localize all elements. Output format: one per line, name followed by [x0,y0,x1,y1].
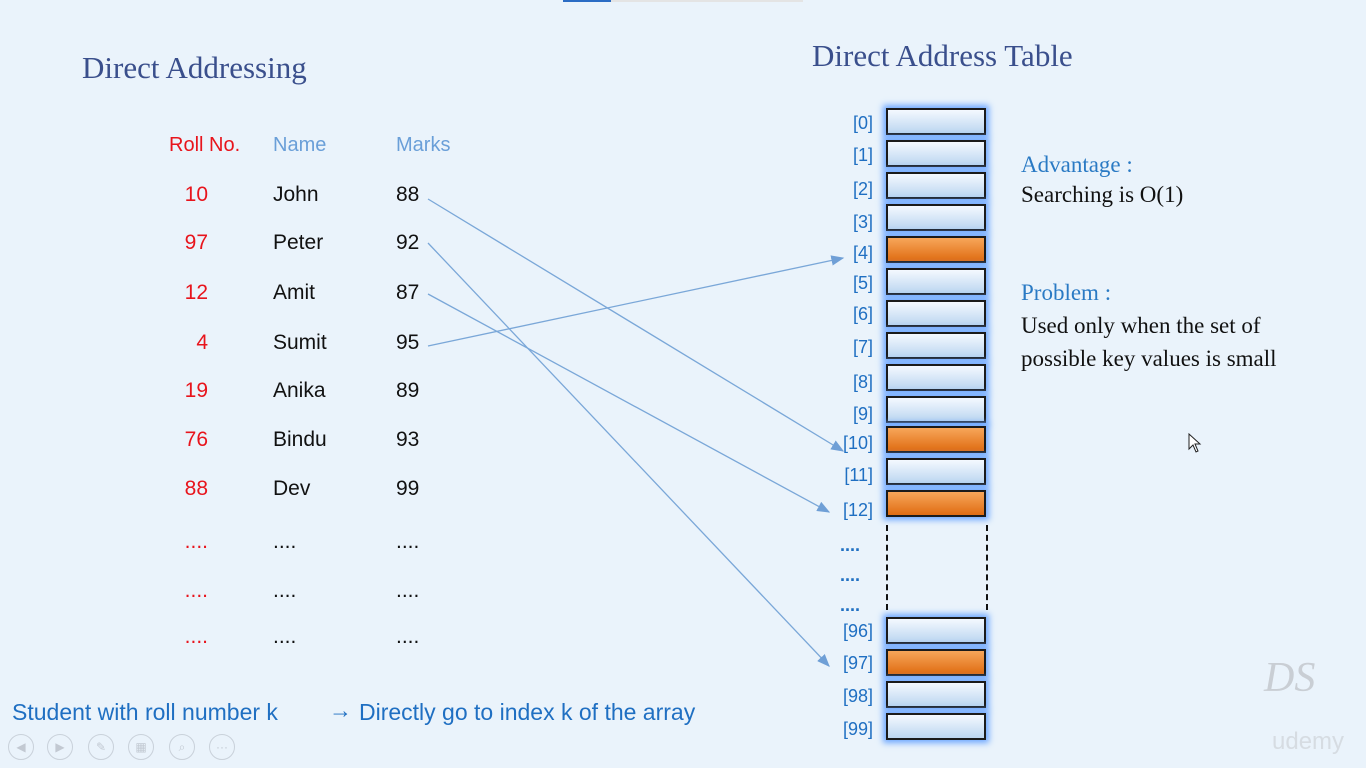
empty-slot [886,396,986,423]
marks-cell: 87 [396,281,420,304]
arrow-97 [427,242,830,667]
empty-slot [886,617,986,644]
header-name: Name [273,134,327,156]
name-cell: Peter [273,231,324,254]
header-marks: Marks [396,134,451,156]
empty-slot [886,204,986,231]
name-cell: .... [273,530,297,553]
footer-left: Student with roll number k [12,699,278,725]
previous-icon[interactable]: ◀ [8,734,34,760]
index-label: [3] [852,212,873,232]
index-label: [2] [852,179,873,199]
index-label: [11] [844,465,873,485]
roll-cell: 19 [184,379,208,402]
left-title: Direct Addressing [82,50,307,85]
index-label: .... [840,595,861,615]
index-label: [97] [842,653,873,673]
advantage-heading: Advantage : [1021,152,1133,177]
header-roll: Roll No. [169,134,241,156]
pen-icon[interactable]: ✎ [88,734,114,760]
marks-cell: 99 [396,477,420,500]
advantage-text: Searching is O(1) [1021,182,1184,207]
filled-slot [886,236,986,263]
udemy-logo: udemy [1272,728,1345,755]
roll-cell: .... [184,579,208,602]
index-label: [7] [852,337,873,357]
arrow-12 [427,293,831,513]
name-cell: John [273,183,319,206]
name-cell: Anika [273,379,326,402]
index-label: [98] [842,686,873,706]
roll-cell: 88 [184,477,208,500]
mouse-cursor-icon [1188,433,1202,453]
index-label: [12] [842,500,873,520]
arrow-10 [427,198,845,452]
footer-right: Directly go to index k of the array [359,699,696,725]
index-label: [4] [852,243,873,263]
more-icon[interactable]: ··· [209,734,235,760]
empty-slot [886,268,986,295]
index-label: [0] [852,113,873,133]
filled-slot [886,649,986,676]
gap-dash-right [986,525,988,610]
roll-cell: 12 [184,281,208,304]
empty-slot [886,172,986,199]
empty-slot [886,300,986,327]
index-label: .... [840,565,861,585]
roll-cell: 97 [184,231,208,254]
roll-cell: .... [184,530,208,553]
roll-cell: 76 [184,428,208,451]
name-cell: Dev [273,477,311,500]
right-title: Direct Address Table [812,38,1073,73]
empty-slot [886,140,986,167]
slides-icon[interactable]: ▦ [128,734,154,760]
name-cell: .... [273,579,297,602]
empty-slot [886,681,986,708]
roll-cell: .... [184,625,208,648]
problem-line-1: Used only when the set of [1021,313,1261,338]
next-icon[interactable]: ▶ [47,734,73,760]
index-label: [8] [852,372,873,392]
roll-cell: 4 [196,331,208,354]
filled-slot [886,426,986,453]
index-label: [6] [852,304,873,324]
marks-cell: 92 [396,231,420,254]
index-label: [5] [852,273,873,293]
gap-dash-left [886,525,888,610]
index-label: [10] [842,433,873,453]
name-cell: Amit [273,281,315,304]
index-label: [96] [842,621,873,641]
index-label: .... [840,535,861,555]
empty-slot [886,108,986,135]
index-label: [9] [852,404,873,424]
empty-slot [886,332,986,359]
filled-slot [886,490,986,517]
problem-line-2: possible key values is small [1021,346,1277,371]
footer-arrow-icon: → [329,697,352,723]
ds-logo: DS [1264,655,1316,701]
index-label: [1] [852,145,873,165]
empty-slot [886,458,986,485]
name-cell: .... [273,625,297,648]
roll-cell: 10 [184,183,208,206]
problem-heading: Problem : [1021,280,1112,305]
arrow-4 [427,255,845,347]
empty-slot [886,364,986,391]
empty-slot [886,713,986,740]
top-progress-bar [563,0,803,2]
marks-cell: 88 [396,183,420,206]
marks-cell: 95 [396,331,420,354]
zoom-icon[interactable]: ⌕ [169,734,195,760]
marks-cell: 89 [396,379,420,402]
name-cell: Bindu [273,428,327,451]
name-cell: Sumit [273,331,327,354]
marks-cell: .... [396,579,420,602]
marks-cell: .... [396,625,420,648]
index-label: [99] [842,719,873,739]
marks-cell: 93 [396,428,420,451]
marks-cell: .... [396,530,420,553]
